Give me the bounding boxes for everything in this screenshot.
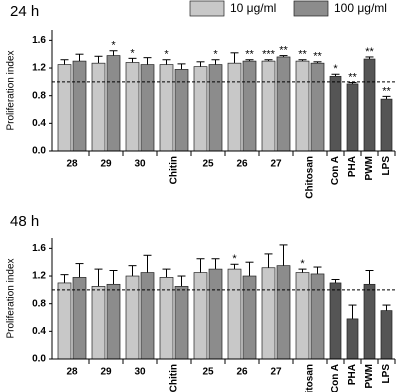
significance-label: * xyxy=(130,47,135,59)
x-tick-label: PWM xyxy=(364,364,375,388)
x-tick-label: 27 xyxy=(270,159,282,170)
significance-label: * xyxy=(300,258,305,270)
bar xyxy=(57,64,72,152)
bar xyxy=(72,60,87,152)
significance-label: ** xyxy=(313,51,322,63)
y-tick-label: 1.6 xyxy=(32,35,46,46)
x-tick-label: Chitosan xyxy=(305,156,316,199)
legend-label: 10 μg/ml xyxy=(230,1,276,15)
bar xyxy=(159,277,174,360)
significance-label: ** xyxy=(245,49,254,61)
bar xyxy=(140,272,155,360)
bar xyxy=(276,56,291,152)
y-tick-label: 0.8 xyxy=(32,298,46,309)
y-tick-label: 1.2 xyxy=(32,63,46,74)
bar xyxy=(380,310,393,360)
bar xyxy=(346,318,359,360)
x-tick-label: 29 xyxy=(100,367,112,378)
x-tick-label: PWM xyxy=(364,156,375,180)
significance-label: ** xyxy=(279,44,288,56)
x-tick-label: 26 xyxy=(236,159,248,170)
bar xyxy=(242,60,257,152)
significance-label: * xyxy=(111,40,116,52)
x-tick-label: PHA xyxy=(347,364,358,385)
bar xyxy=(159,64,174,152)
bar xyxy=(310,62,325,152)
bar xyxy=(295,60,310,152)
bar xyxy=(140,64,155,152)
y-tick-label: 0.4 xyxy=(32,326,46,337)
bar xyxy=(276,265,291,360)
bar xyxy=(310,273,325,360)
significance-label: * xyxy=(213,49,218,61)
significance-label: ** xyxy=(365,46,374,58)
bar xyxy=(174,286,189,360)
bar xyxy=(57,282,72,360)
bar xyxy=(106,55,121,152)
significance-label: ** xyxy=(382,85,391,97)
legend-label: 100 μg/ml xyxy=(334,1,387,15)
y-tick-label: 0.4 xyxy=(32,118,46,129)
x-tick-label: 30 xyxy=(134,159,146,170)
x-tick-label: 28 xyxy=(66,159,78,170)
significance-label: * xyxy=(232,253,237,265)
bar xyxy=(346,83,359,152)
significance-label: * xyxy=(333,63,338,75)
x-tick-label: LPS xyxy=(381,156,392,176)
x-tick-label: 25 xyxy=(202,367,214,378)
significance-label: * xyxy=(164,49,169,61)
bar xyxy=(363,58,376,152)
bar xyxy=(91,286,106,360)
panel-title: 48 h xyxy=(10,213,39,230)
significance-label: *** xyxy=(262,49,276,61)
significance-label: ** xyxy=(298,49,307,61)
x-tick-label: 26 xyxy=(236,367,248,378)
y-tick-label: 0.8 xyxy=(32,90,46,101)
legend-swatch xyxy=(293,0,329,17)
bar xyxy=(227,268,242,360)
x-tick-label: Con A xyxy=(330,364,341,392)
bar xyxy=(261,60,276,152)
y-tick-label: 1.2 xyxy=(32,271,46,282)
y-axis-label: Proliferation index xyxy=(6,50,17,130)
bar xyxy=(227,62,242,152)
x-tick-label: 27 xyxy=(270,367,282,378)
y-tick-label: 1.6 xyxy=(32,243,46,254)
bar xyxy=(193,66,208,152)
bar xyxy=(208,64,223,152)
x-tick-label: LPS xyxy=(381,364,392,384)
y-tick-label: 0.0 xyxy=(32,354,46,365)
x-tick-label: 30 xyxy=(134,367,146,378)
bar xyxy=(91,62,106,152)
significance-label: ** xyxy=(348,71,357,83)
legend-swatch xyxy=(189,0,225,17)
bar xyxy=(208,268,223,360)
x-tick-label: Chitin xyxy=(169,364,180,392)
x-tick-label: Chitosan xyxy=(305,364,316,392)
x-tick-label: 28 xyxy=(66,367,78,378)
bar xyxy=(295,272,310,360)
x-tick-label: Con A xyxy=(330,156,341,185)
y-axis-label: Proliferation index xyxy=(6,258,17,338)
bar xyxy=(329,75,342,152)
bar xyxy=(106,283,121,360)
bar xyxy=(329,282,342,360)
y-tick-label: 0.0 xyxy=(32,146,46,157)
bar xyxy=(363,283,376,360)
bar xyxy=(125,62,140,152)
bar xyxy=(242,275,257,360)
bar xyxy=(380,98,393,152)
bar xyxy=(174,69,189,152)
bar xyxy=(261,267,276,360)
bar xyxy=(193,272,208,360)
x-tick-label: PHA xyxy=(347,156,358,177)
x-tick-label: 29 xyxy=(100,159,112,170)
panel-title: 24 h xyxy=(10,3,39,20)
bar xyxy=(125,275,140,360)
x-tick-label: 25 xyxy=(202,159,214,170)
x-tick-label: Chitin xyxy=(169,156,180,184)
